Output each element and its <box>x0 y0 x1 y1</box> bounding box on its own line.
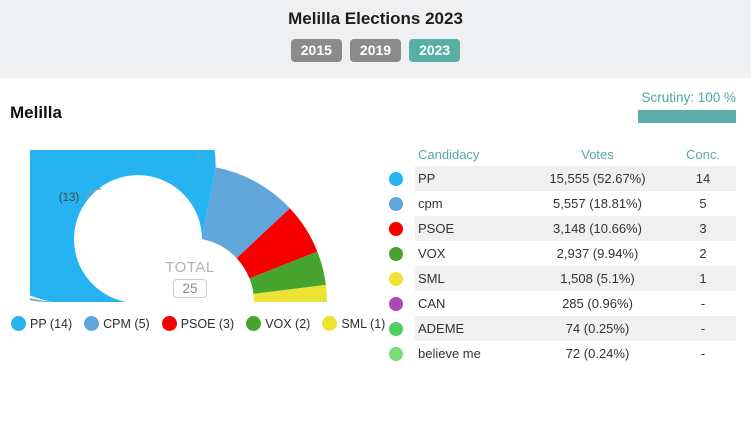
header-candidacy: Candidacy <box>418 147 480 162</box>
header-conc: Conc. <box>686 147 720 162</box>
row-dot-cell <box>388 216 415 241</box>
total-block: TOTAL 25 <box>145 259 235 298</box>
year-tab[interactable]: 2015 <box>290 39 342 62</box>
chart-legend: PP (14) CPM (5) PSOE (3) VOX (2) SML (1) <box>11 316 385 331</box>
year-tab-label: 2023 <box>419 42 451 58</box>
row-conc: - <box>700 296 706 311</box>
row-dot-cell <box>388 341 415 366</box>
table-row: cpm 5,557 (18.81%) 5 <box>388 191 736 216</box>
party-color-dot <box>389 196 403 211</box>
row-votes: 2,937 (9.94%) <box>556 246 639 261</box>
row-conc: 2 <box>699 246 707 261</box>
row-votes: 72 (0.24%) <box>565 346 630 361</box>
row-votes: 74 (0.25%) <box>565 321 630 336</box>
header-votes: Votes <box>581 147 614 162</box>
year-tab[interactable]: 2023 <box>409 39 461 62</box>
row-conc: - <box>700 346 706 361</box>
party-color-dot <box>389 271 403 286</box>
row-votes: 285 (0.96%) <box>562 296 633 311</box>
row-candidacy: SML <box>418 271 445 286</box>
year-tab-label: 2019 <box>359 42 392 58</box>
party-color-dot <box>389 171 403 186</box>
results-table: Candidacy Votes Conc. PP 15,555 (52.67%)… <box>388 143 736 366</box>
row-conc: - <box>700 321 706 336</box>
year-tab-label: 2015 <box>300 42 332 58</box>
legend-item[interactable]: VOX (2) <box>246 316 310 331</box>
table-row: believe me 72 (0.24%) - <box>388 341 736 366</box>
scrutiny-progressbar <box>638 110 736 123</box>
row-dot-cell <box>388 166 415 191</box>
legend-item[interactable]: SML (1) <box>322 316 385 331</box>
row-conc: 1 <box>699 271 707 286</box>
party-color-dot <box>322 316 338 331</box>
row-votes: 15,555 (52.67%) <box>549 171 646 186</box>
total-seats-value: 25 <box>173 279 207 298</box>
chart-segment-VOX <box>249 251 326 294</box>
party-color-dot <box>246 316 262 331</box>
chart-segment-CPM <box>201 167 290 259</box>
table-row: SML 1,508 (5.1%) 1 <box>388 266 736 291</box>
row-dot-cell <box>388 291 415 316</box>
party-color-dot <box>84 316 100 331</box>
legend-item-label: CPM (5) <box>103 316 150 331</box>
row-candidacy: PSOE <box>418 221 455 236</box>
party-color-dot <box>389 246 403 261</box>
legend-item-label: SML (1) <box>341 316 386 331</box>
row-dot-cell <box>388 191 415 216</box>
party-color-dot <box>389 346 403 361</box>
chart-segment-SML <box>253 284 327 302</box>
page-title: Melilla Elections 2023 <box>288 9 463 28</box>
row-votes: 3,148 (10.66%) <box>553 221 642 236</box>
scrutiny-progress-fill <box>638 110 736 123</box>
row-candidacy: ADEME <box>418 321 465 336</box>
table-header-row: Candidacy Votes Conc. <box>388 143 736 166</box>
table-row: CAN 285 (0.96%) - <box>388 291 736 316</box>
table-body: PP 15,555 (52.67%) 14 cpm 5,557 (18.81%)… <box>388 166 736 366</box>
legend-item-label: PSOE (3) <box>180 316 235 331</box>
chart-segment-PSOE <box>236 208 318 279</box>
party-color-dot <box>389 296 403 311</box>
row-candidacy: CAN <box>418 296 446 311</box>
legend-item[interactable]: CPM (5) <box>84 316 150 331</box>
party-color-dot <box>389 321 403 336</box>
row-conc: 14 <box>695 171 711 186</box>
legend-item[interactable]: PP (14) <box>11 316 72 331</box>
row-dot-cell <box>388 241 415 266</box>
row-conc: 3 <box>699 221 707 236</box>
row-candidacy: cpm <box>418 196 443 211</box>
row-dot-cell <box>388 266 415 291</box>
row-dot-cell <box>388 316 415 341</box>
scrutiny-panel: Scrutiny: 100 % <box>576 90 736 123</box>
year-tabs: 2015 2019 2023 <box>0 39 751 62</box>
chart-segments <box>30 150 327 302</box>
row-conc: 5 <box>699 196 707 211</box>
table-row: PSOE 3,148 (10.66%) 3 <box>388 216 736 241</box>
majority-annotation-label: (13) <box>59 192 80 204</box>
seats-halfdonut-chart: (13) <box>30 150 327 302</box>
row-candidacy: believe me <box>418 346 481 361</box>
row-candidacy: VOX <box>418 246 446 261</box>
legend-item[interactable]: PSOE (3) <box>161 316 235 331</box>
scrutiny-label: Scrutiny: 100 % <box>641 90 736 105</box>
region-title: Melilla <box>10 103 62 122</box>
total-label: TOTAL <box>165 259 215 276</box>
year-tab[interactable]: 2019 <box>349 39 402 62</box>
chart-segment-PP <box>30 150 216 302</box>
legend-item-label: PP (14) <box>30 316 73 331</box>
majority-annotation-connector <box>85 188 102 199</box>
party-color-dot <box>389 221 403 236</box>
party-color-dot <box>11 316 26 331</box>
row-votes: 1,508 (5.1%) <box>560 271 635 286</box>
table-row: ADEME 74 (0.25%) - <box>388 316 736 341</box>
row-votes: 5,557 (18.81%) <box>553 196 642 211</box>
legend-item-label: VOX (2) <box>265 316 311 331</box>
party-color-dot <box>161 316 177 331</box>
header-dot-spacer <box>388 143 415 166</box>
table-row: VOX 2,937 (9.94%) 2 <box>388 241 736 266</box>
row-candidacy: PP <box>418 171 436 186</box>
table-row: PP 15,555 (52.67%) 14 <box>388 166 736 191</box>
